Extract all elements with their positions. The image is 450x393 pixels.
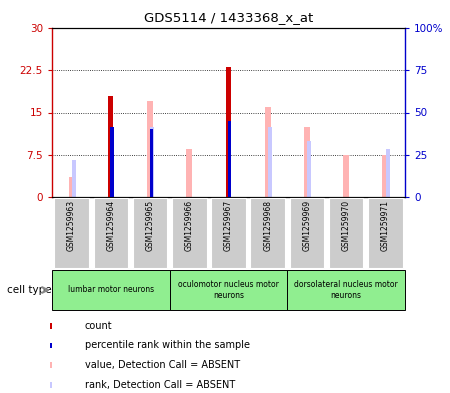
FancyBboxPatch shape [52,270,170,310]
Bar [50,362,52,368]
FancyBboxPatch shape [170,270,288,310]
FancyBboxPatch shape [251,198,285,268]
Text: GSM1259967: GSM1259967 [224,200,233,251]
FancyBboxPatch shape [288,270,405,310]
Bar [386,149,390,197]
FancyBboxPatch shape [94,198,128,268]
Text: GSM1259968: GSM1259968 [263,200,272,251]
Bar [307,141,311,197]
Text: rank, Detection Call = ABSENT: rank, Detection Call = ABSENT [85,380,235,390]
Bar [72,160,76,197]
Bar [108,95,113,197]
Bar [110,127,113,197]
Text: GSM1259966: GSM1259966 [185,200,194,251]
Bar [50,343,52,348]
Text: lumbar motor neurons: lumbar motor neurons [68,285,154,294]
Bar [150,127,154,197]
FancyBboxPatch shape [211,198,246,268]
Bar [186,149,192,197]
Bar [69,177,75,197]
FancyBboxPatch shape [172,198,207,268]
FancyBboxPatch shape [368,198,403,268]
Text: GSM1259964: GSM1259964 [106,200,115,251]
Bar [226,68,231,197]
Text: GSM1259971: GSM1259971 [381,200,390,251]
FancyBboxPatch shape [329,198,364,268]
Bar [304,127,310,197]
Text: GSM1259970: GSM1259970 [342,200,351,251]
Text: cell type: cell type [7,285,51,295]
Bar [150,129,153,197]
Bar [147,101,153,197]
Bar [228,121,231,197]
Bar [265,107,270,197]
Title: GDS5114 / 1433368_x_at: GDS5114 / 1433368_x_at [144,11,313,24]
Text: GSM1259965: GSM1259965 [145,200,154,251]
Text: oculomotor nucleus motor
neurons: oculomotor nucleus motor neurons [178,280,279,300]
Text: value, Detection Call = ABSENT: value, Detection Call = ABSENT [85,360,240,370]
Bar [382,155,388,197]
Bar [268,127,272,197]
Bar [50,323,52,329]
Text: percentile rank within the sample: percentile rank within the sample [85,340,250,351]
Bar [343,155,349,197]
Text: count: count [85,321,112,331]
FancyBboxPatch shape [290,198,324,268]
FancyBboxPatch shape [54,198,89,268]
FancyBboxPatch shape [133,198,167,268]
Text: dorsolateral nucleus motor
neurons: dorsolateral nucleus motor neurons [294,280,398,300]
Text: GSM1259963: GSM1259963 [67,200,76,251]
Bar [50,382,52,387]
Text: GSM1259969: GSM1259969 [302,200,311,251]
